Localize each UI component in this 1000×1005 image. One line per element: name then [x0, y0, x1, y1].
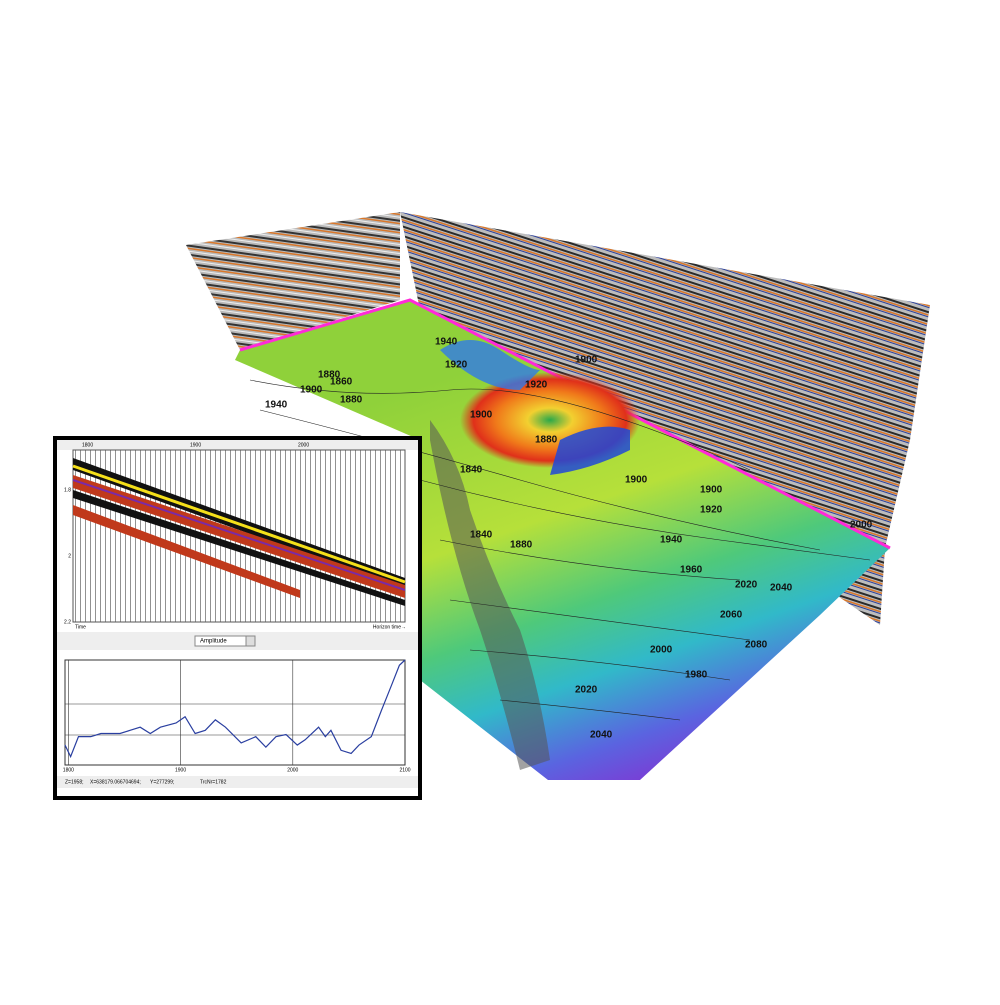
- contour-label: 1980: [685, 670, 708, 681]
- contour-label: 1840: [470, 530, 493, 541]
- contour-label: 1940: [435, 337, 458, 348]
- contour-label: 2080: [745, 640, 768, 651]
- contour-lines: [249, 379, 871, 721]
- contour-label: 1960: [680, 565, 703, 576]
- status-text: Z=1958; X=638179.066704694; Y=277299; TrcNr…: [65, 779, 227, 785]
- left-tick-label: 2.2: [64, 619, 71, 625]
- contour-label: 1900: [575, 355, 598, 366]
- anomaly-blue: [550, 426, 630, 475]
- horizon-edge: [239, 298, 891, 550]
- top-tick-label: 1900: [190, 442, 201, 448]
- amplitude-plot-area: [64, 659, 406, 766]
- contour-label: 2040: [770, 583, 793, 594]
- dropdown-value: Amplitude: [200, 639, 227, 645]
- status-bar: [57, 776, 418, 788]
- seismic-3d-view: 1880190019401860188019001840192019401920…: [186, 212, 930, 780]
- contour-label: 1900: [700, 485, 723, 496]
- contour-label: 2020: [735, 580, 758, 591]
- x-tick-label: 1900: [175, 767, 186, 773]
- axis-label: Horizon time→: [373, 624, 406, 630]
- x-tick-label: 1800: [63, 767, 74, 773]
- status-field: X=638179.066704694;: [90, 779, 141, 785]
- contour-label: 1880: [535, 435, 558, 446]
- dropdown-button[interactable]: [245, 635, 256, 647]
- top-tick-label: 1800: [82, 442, 93, 448]
- contour-label: 1860: [330, 377, 353, 388]
- contour-label: 2020: [575, 685, 598, 696]
- contour-label: 1920: [525, 380, 548, 391]
- amplitude-line: [64, 659, 406, 759]
- contour-label: 1920: [700, 505, 723, 516]
- seismic-events: [73, 458, 405, 606]
- contour-label: 1880: [340, 395, 363, 406]
- contour-label: 1840: [460, 465, 483, 476]
- anomaly-blue: [440, 340, 540, 390]
- top-axis-bar: [57, 440, 418, 450]
- contour-label: 2000: [850, 520, 873, 531]
- contour-label: 1880: [510, 540, 533, 551]
- left-tick-label: 1.8: [64, 487, 71, 493]
- left-tick-label: 2: [68, 553, 71, 559]
- contour-label: 1920: [445, 360, 468, 371]
- status-field: Y=277299;: [150, 779, 174, 785]
- amplitude-plot: 1800 1900 2000 2100: [63, 659, 411, 773]
- x-tick-label: 2100: [399, 767, 410, 773]
- status-field: TrcNr=1782: [200, 779, 227, 785]
- axis-label: Time: [75, 624, 86, 630]
- status-field: Z=1958;: [65, 779, 84, 785]
- contour-label: 1900: [300, 385, 323, 396]
- inset-window: Horizon time→ Time Amplitude 1800 1900 200…: [53, 436, 422, 800]
- contour-label: 1900: [470, 410, 493, 421]
- contour-label: 2060: [720, 610, 743, 621]
- contour-label: 1940: [660, 535, 683, 546]
- fault-zone: [430, 420, 550, 770]
- top-tick-label: 2000: [298, 442, 309, 448]
- contour-label: 1900: [625, 475, 648, 486]
- contour-label: 1880: [318, 370, 341, 381]
- contour-label: 2040: [590, 730, 613, 741]
- x-tick-label: 2000: [287, 767, 298, 773]
- contour-label: 2000: [650, 645, 673, 656]
- contour-labels: 1880190019401860188019001840192019401920…: [265, 337, 873, 741]
- contour-label: 1940: [265, 400, 288, 411]
- seismic-wall-left: [186, 212, 400, 350]
- horizon-surface: [235, 300, 890, 780]
